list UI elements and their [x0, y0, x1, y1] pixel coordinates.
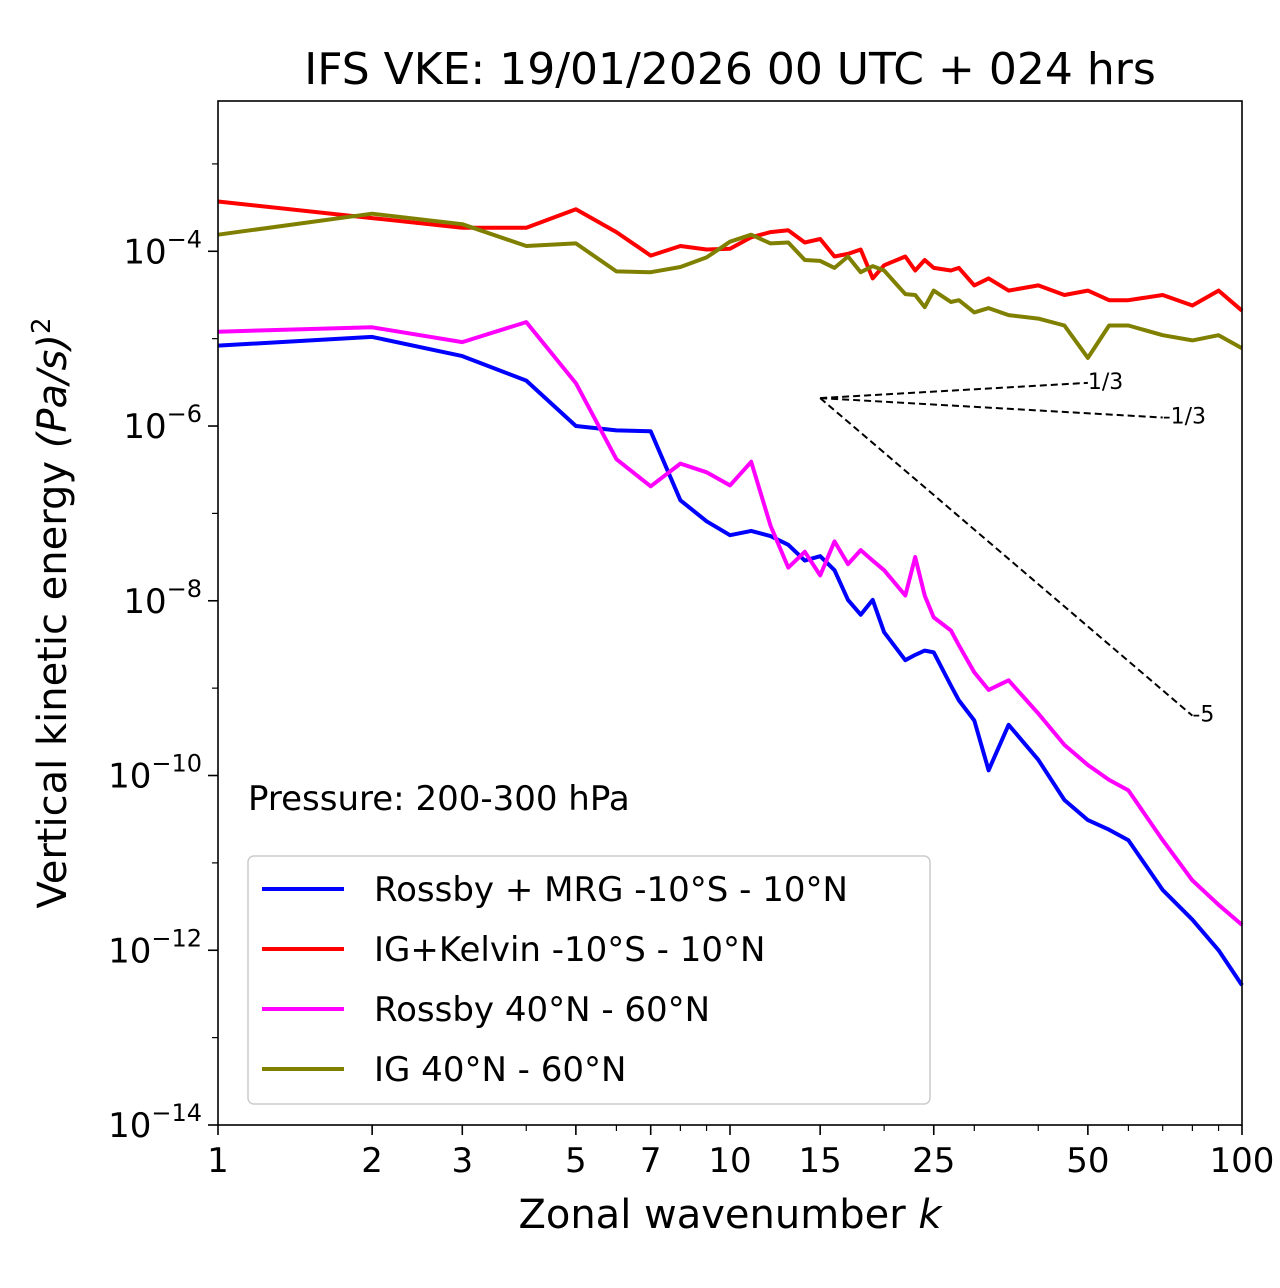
- legend-entry-label: IG 40°N - 60°N: [374, 1050, 626, 1090]
- x-tick-label: 3: [451, 1141, 473, 1181]
- x-axis-label: Zonal wavenumber k: [518, 1192, 943, 1238]
- y-axis-label-exp: 2: [27, 318, 57, 335]
- y-tick-exponent: −4: [167, 225, 202, 253]
- legend-entry-label: Rossby 40°N - 60°N: [374, 990, 710, 1030]
- reference-slope-line: [819, 397, 1194, 717]
- y-tick-label: 10−6: [123, 400, 202, 447]
- y-tick-base: 10: [108, 931, 151, 971]
- legend: Rossby + MRG -10°S - 10°N IG+Kelvin -10°S…: [247, 855, 931, 1105]
- reference-slope-label: 1/3: [1088, 370, 1123, 395]
- series-line-2: [217, 320, 1244, 927]
- x-axis-label-k: k: [918, 1192, 943, 1238]
- y-tick-base: 10: [123, 407, 166, 447]
- x-tick-label: 10: [708, 1141, 751, 1181]
- y-tick-base: 10: [108, 1106, 151, 1146]
- reference-slope-line: [820, 381, 1088, 400]
- reference-slope-label: -5: [1192, 703, 1214, 728]
- y-tick-exponent: −14: [151, 1099, 202, 1127]
- y-tick-label: 10−8: [123, 575, 202, 622]
- y-tick-exponent: −12: [151, 924, 202, 952]
- x-tick-label: 50: [1066, 1141, 1109, 1181]
- x-tick-label: 100: [1210, 1141, 1275, 1181]
- y-tick-base: 10: [123, 232, 166, 272]
- y-tick-base: 10: [123, 582, 166, 622]
- y-tick-label: 10−10: [108, 750, 202, 797]
- y-axis-label-text: Vertical kinetic energy: [30, 461, 76, 909]
- y-tick-exponent: −6: [167, 400, 202, 428]
- y-tick-label: 10−12: [108, 924, 202, 971]
- series-line-1: [217, 199, 1244, 313]
- legend-entry-label: Rossby + MRG -10°S - 10°N: [374, 870, 848, 910]
- y-tick-label: 10−14: [108, 1099, 202, 1146]
- x-tick-label: 5: [565, 1141, 587, 1181]
- series-line-3: [217, 211, 1243, 360]
- y-tick-exponent: −8: [167, 575, 202, 603]
- y-tick-label: 10−4: [123, 225, 202, 272]
- pressure-annotation: Pressure: 200-300 hPa: [248, 779, 630, 819]
- legend-box: [247, 855, 931, 1105]
- y-tick-base: 10: [108, 757, 151, 797]
- reference-slope-line: [820, 397, 1163, 419]
- y-axis-label: Vertical kinetic energy (Pa/s)2: [27, 318, 76, 909]
- x-tick-label: 15: [799, 1141, 842, 1181]
- x-axis-label-text: Zonal wavenumber: [518, 1192, 906, 1238]
- series-line-0: [217, 334, 1244, 987]
- x-tick-label: 25: [912, 1141, 955, 1181]
- y-tick-exponent: −10: [151, 750, 202, 778]
- chart-title: IFS VKE: 19/01/2026 00 UTC + 024 hrs: [304, 44, 1156, 95]
- plot-frame: [217, 100, 1243, 1126]
- x-tick-label: 2: [361, 1141, 383, 1181]
- reference-slope-label: -1/3: [1163, 405, 1206, 430]
- x-tick-label: 1: [207, 1141, 229, 1181]
- y-axis-label-units: (Pa/s): [30, 334, 76, 448]
- x-tick-label: 7: [640, 1141, 662, 1181]
- legend-entry-label: IG+Kelvin -10°S - 10°N: [374, 930, 765, 970]
